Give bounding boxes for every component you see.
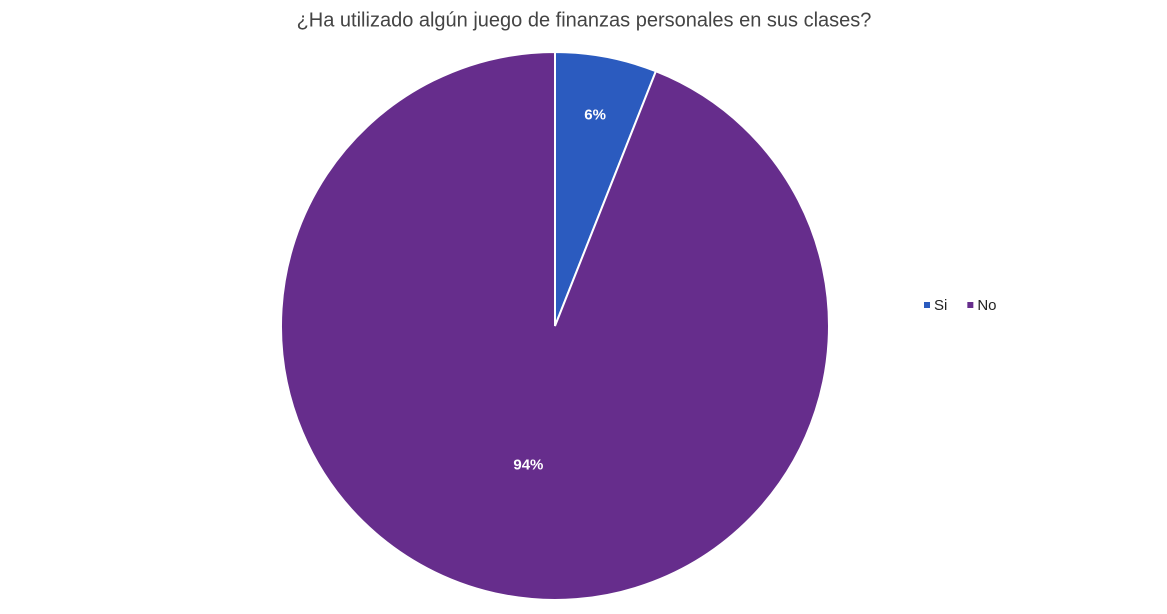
pie-slice [280, 50, 830, 601]
data-label: 6% [584, 106, 606, 123]
data-label: 94% [513, 456, 543, 473]
legend-swatch [924, 302, 930, 308]
legend-swatch [967, 302, 974, 308]
chart-title: ¿Ha utilizado algún juego de finanzas pe… [297, 9, 872, 31]
legend-label: Si [934, 297, 947, 314]
legend-label: No [977, 297, 996, 314]
